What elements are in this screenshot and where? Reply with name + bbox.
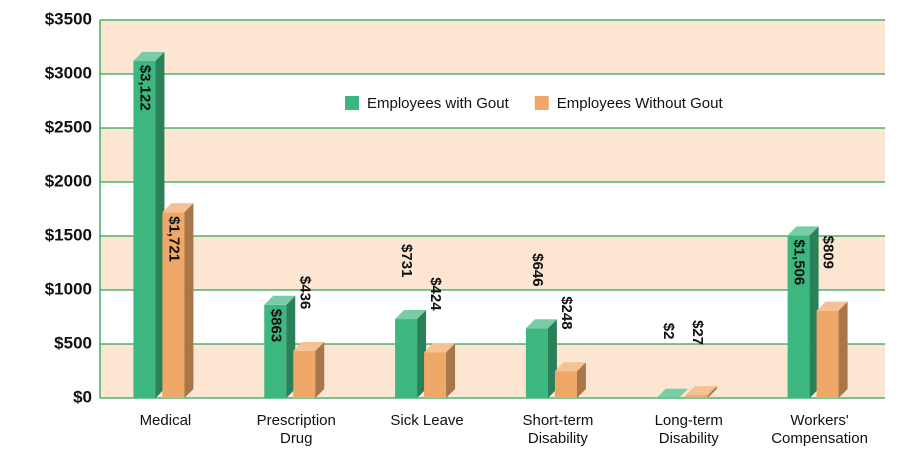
bar-front xyxy=(293,350,316,398)
value-label: $646 xyxy=(529,253,546,286)
bar-side xyxy=(576,362,586,398)
bar-side xyxy=(315,341,325,398)
legend-swatch xyxy=(534,96,549,110)
y-tick-label: $3500 xyxy=(45,9,92,28)
value-label: $1,721 xyxy=(165,216,182,262)
bar-top xyxy=(787,226,819,236)
bar-side xyxy=(155,51,165,398)
value-label: $436 xyxy=(296,276,313,309)
stripe xyxy=(100,344,885,398)
bar-side xyxy=(678,388,688,398)
y-tick-label: $2500 xyxy=(45,117,92,136)
x-tick-label: Short-term Disability xyxy=(522,412,594,447)
bar xyxy=(656,388,688,398)
bar xyxy=(787,226,819,398)
bar-top xyxy=(554,362,586,372)
bar-front xyxy=(424,352,447,398)
bar xyxy=(395,310,427,398)
value-label: $3,122 xyxy=(136,65,153,111)
bar-front xyxy=(133,60,156,398)
legend-swatch xyxy=(345,96,359,110)
bar xyxy=(424,343,456,398)
bar-side xyxy=(547,319,557,398)
x-tick-label: Prescription Drug xyxy=(256,412,336,447)
value-label: $731 xyxy=(398,244,415,277)
value-label: $248 xyxy=(558,296,575,329)
bar-top xyxy=(395,310,427,320)
bar-front xyxy=(525,328,548,398)
value-label: $27 xyxy=(689,320,706,345)
value-label: $424 xyxy=(427,277,444,311)
value-label: $863 xyxy=(267,309,284,342)
value-label: $2 xyxy=(660,323,677,340)
y-tick-label: $2000 xyxy=(45,171,92,190)
bar-front xyxy=(787,235,810,398)
bar-top xyxy=(162,203,194,213)
bar xyxy=(525,319,557,398)
bar xyxy=(162,203,194,398)
bar-front xyxy=(395,319,418,398)
bar-front xyxy=(685,395,708,398)
bar xyxy=(133,51,165,398)
bar xyxy=(264,295,296,398)
bar-top xyxy=(525,319,557,329)
y-tick-label: $1000 xyxy=(45,279,92,298)
y-tick-label: $3000 xyxy=(45,63,92,82)
bar-front xyxy=(554,371,577,398)
x-tick-label: Workers' Compensation xyxy=(771,412,868,447)
bar-top xyxy=(816,301,848,311)
y-tick-label: $1500 xyxy=(45,225,92,244)
x-tick-label: Sick Leave xyxy=(390,412,464,429)
legend-label: Employees with Gout xyxy=(367,95,510,112)
bar-side xyxy=(838,301,848,398)
x-tick-label: Long-term Disability xyxy=(654,412,723,447)
bar xyxy=(293,341,325,398)
stripe xyxy=(100,128,885,182)
stripe xyxy=(100,20,885,74)
bar-side xyxy=(809,226,819,398)
bar xyxy=(816,301,848,398)
x-tick-label: Medical xyxy=(139,412,192,429)
bar-top xyxy=(685,386,717,396)
bar xyxy=(685,386,717,398)
bar-side xyxy=(184,203,194,398)
legend-label: Employees Without Gout xyxy=(557,95,724,112)
bar-side xyxy=(286,295,296,398)
bar-front xyxy=(264,304,287,398)
value-label: $1,506 xyxy=(791,239,808,285)
bar-side xyxy=(446,343,456,398)
bar-front xyxy=(816,310,839,398)
stripe xyxy=(100,236,885,290)
bar-top xyxy=(133,51,165,61)
bar-side xyxy=(707,386,717,398)
bar-top xyxy=(264,295,296,305)
bar-side xyxy=(417,310,427,398)
bar-top xyxy=(293,341,325,351)
y-tick-label: $500 xyxy=(54,333,92,352)
value-label: $809 xyxy=(820,236,837,269)
bar-front xyxy=(162,212,185,398)
bar xyxy=(554,362,586,398)
y-tick-label: $0 xyxy=(73,387,92,406)
bar-top xyxy=(656,388,688,398)
bar-top xyxy=(424,343,456,353)
